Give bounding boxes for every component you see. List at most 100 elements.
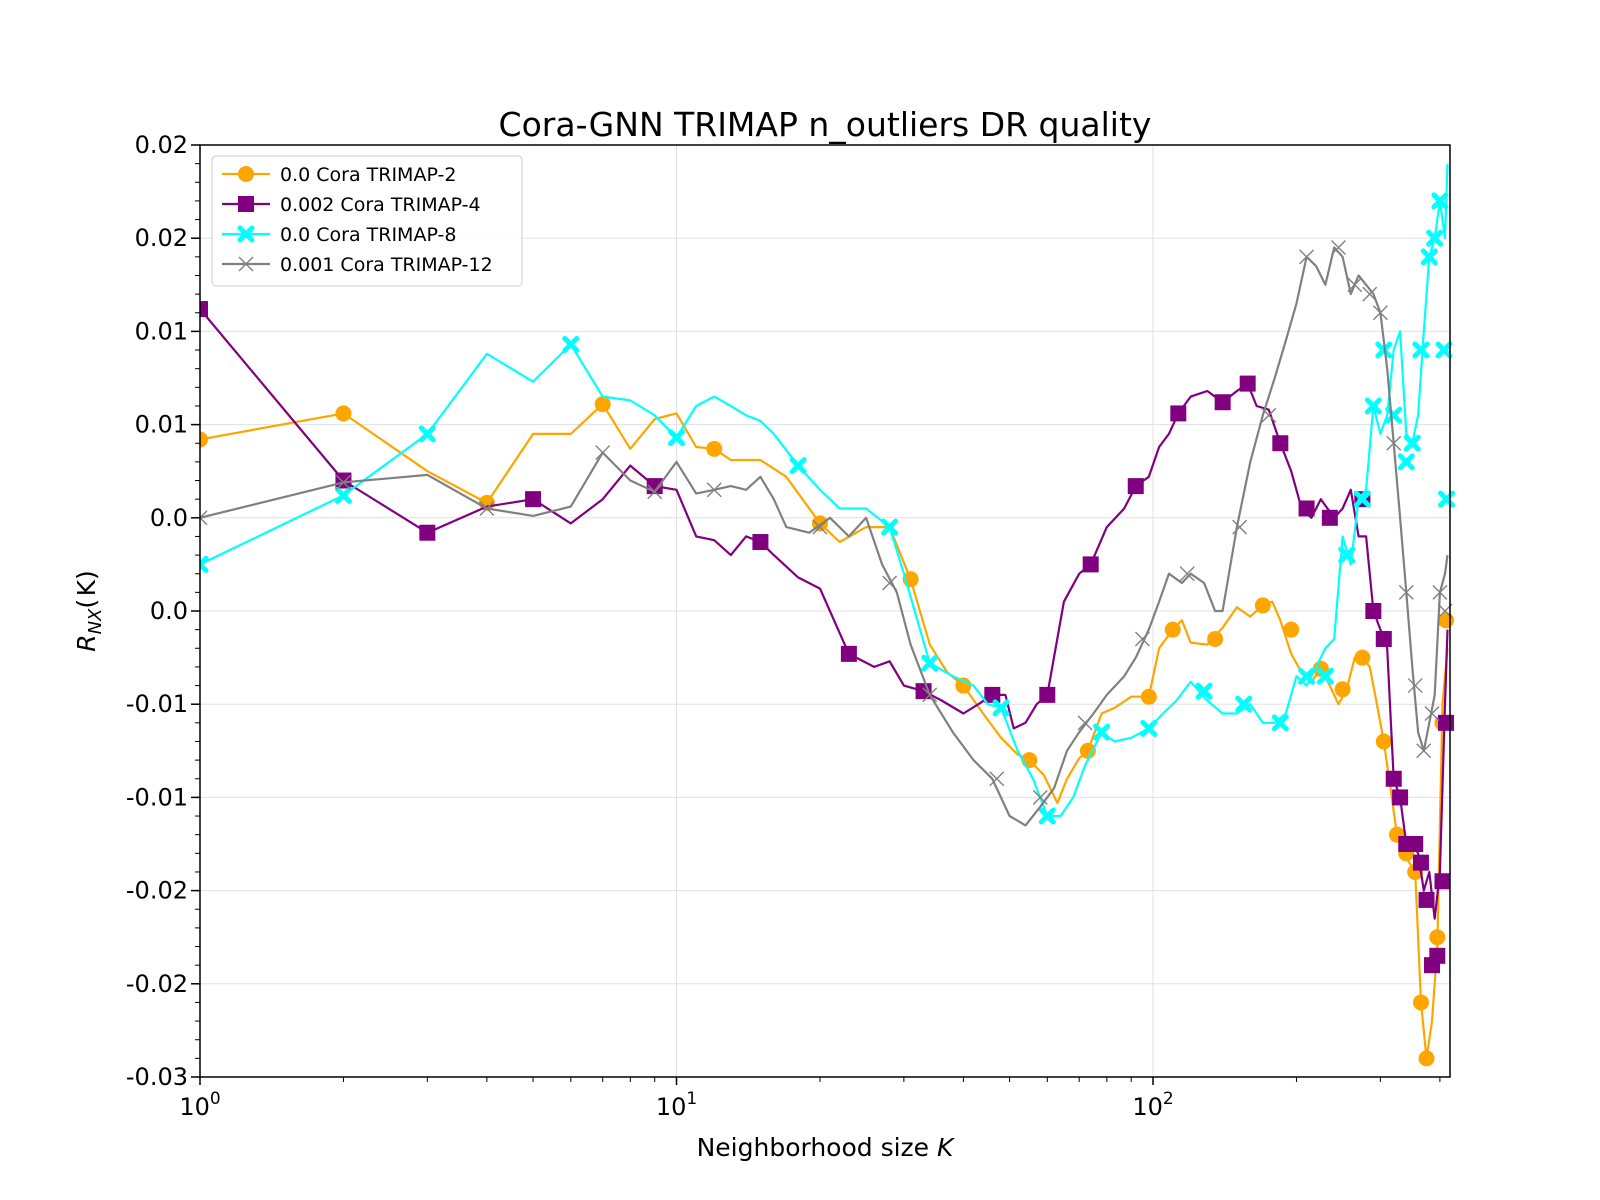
series-marker-stroke-b [812, 519, 828, 535]
series-marker [1365, 603, 1382, 619]
series-marker [1426, 229, 1444, 247]
series-marker [335, 405, 352, 422]
series-marker [200, 301, 208, 318]
series-marker [594, 396, 611, 413]
series-marker [595, 445, 611, 461]
series-marker [882, 575, 898, 591]
series-marker [1429, 929, 1446, 946]
series-marker-stroke-b [1271, 714, 1289, 732]
series-marker [1164, 621, 1181, 638]
y-tick-label: -0.02 [126, 970, 188, 998]
y-tick-label: -0.02 [126, 877, 188, 905]
x-tick-label: 100 [179, 1089, 220, 1121]
series-marker-stroke-b [479, 500, 495, 516]
series-marker [419, 524, 436, 541]
series-marker-stroke-b [1235, 695, 1253, 713]
series-marker-stroke-b [418, 425, 436, 443]
legend-marker-stroke-b [238, 256, 254, 272]
series-marker [1079, 742, 1096, 759]
series-marker-stroke-b [595, 445, 611, 461]
series-marker [1385, 406, 1403, 424]
y-label-subscript: NX [85, 608, 106, 634]
series-line [200, 403, 1449, 1060]
series-marker [1397, 453, 1415, 471]
series-marker-stroke-b [1362, 286, 1378, 302]
series-marker-stroke-b [1435, 341, 1453, 359]
series-marker [1392, 789, 1409, 806]
series-marker-stroke-b [1195, 682, 1213, 700]
series-line [200, 163, 1449, 818]
series-marker [1362, 286, 1378, 302]
series-4 [200, 240, 1453, 827]
x-tick-label: 102 [1132, 1089, 1173, 1121]
series-marker [1179, 566, 1195, 582]
x-tick-exponent: 2 [1163, 1089, 1174, 1109]
series-marker-stroke-b [200, 510, 208, 519]
series-marker [1298, 667, 1316, 685]
series-marker [1435, 341, 1453, 359]
series-marker [1239, 375, 1256, 392]
series-marker-stroke-b [200, 555, 209, 568]
series-marker [1298, 500, 1315, 517]
series-marker-stroke-b [1403, 434, 1421, 452]
series-marker [562, 335, 580, 353]
x-tick-exponent: 0 [210, 1089, 221, 1109]
series-marker [1416, 743, 1432, 759]
series-marker [1432, 584, 1448, 600]
series-marker [955, 677, 972, 694]
legend-label: 0.001 Cora TRIMAP-12 [280, 254, 493, 276]
series-2 [200, 301, 1455, 974]
series-marker [1283, 621, 1300, 638]
series-marker-stroke-b [1426, 229, 1444, 247]
legend-label: 0.0 Cora TRIMAP-8 [280, 224, 456, 246]
series-marker-stroke-b [789, 457, 807, 475]
series-marker-stroke-b [1398, 584, 1414, 600]
series-marker [1372, 305, 1388, 321]
series-marker [1235, 695, 1253, 713]
series-marker-stroke-b [1298, 667, 1316, 685]
series-marker-stroke-b [1077, 715, 1093, 731]
series-marker-stroke-b [334, 486, 352, 504]
series-marker-stroke-b [1375, 341, 1393, 359]
series-marker-stroke-b [1397, 453, 1415, 471]
series-marker [1412, 854, 1429, 871]
series-marker [1299, 249, 1315, 265]
series-marker [1429, 947, 1446, 964]
series-marker [1195, 682, 1213, 700]
series-marker-stroke-b [562, 335, 580, 353]
series-marker-stroke-b [1140, 719, 1158, 737]
series-marker [1039, 686, 1056, 703]
series-marker [200, 510, 208, 526]
series-marker-stroke-b [882, 575, 898, 591]
series-marker [1140, 719, 1158, 737]
series-marker [1407, 678, 1423, 694]
legend-marker [237, 225, 255, 243]
legend-marker [238, 256, 254, 272]
series-marker [1434, 873, 1451, 890]
series-marker [992, 699, 1010, 717]
series-marker [1386, 435, 1402, 451]
series-marker-stroke-b [1416, 743, 1432, 759]
series-marker-stroke-b [1299, 249, 1315, 265]
series-marker [335, 472, 352, 489]
y-axis-label: RNX( K) [72, 570, 106, 652]
series-marker [334, 486, 352, 504]
series-marker-stroke-b [1316, 667, 1334, 685]
x-tick-label: 101 [656, 1089, 697, 1121]
series-marker [1232, 519, 1248, 535]
series-marker [418, 425, 436, 443]
series-marker [989, 771, 1005, 787]
y-label-symbol: R [72, 634, 101, 651]
y-tick-label: 0.02 [135, 224, 188, 252]
series-marker [1170, 405, 1187, 422]
series-marker-stroke-b [1431, 192, 1449, 210]
series-marker [752, 534, 769, 551]
series-marker-stroke-b [881, 518, 899, 536]
series-marker-stroke-b [1386, 435, 1402, 451]
series-marker-stroke-b [1424, 706, 1440, 722]
series-marker-stroke-b [1364, 397, 1382, 415]
series-marker-stroke-b [1134, 631, 1150, 647]
series-marker [1093, 723, 1111, 741]
series-marker-stroke-b [1372, 305, 1388, 321]
series-marker [1412, 341, 1430, 359]
